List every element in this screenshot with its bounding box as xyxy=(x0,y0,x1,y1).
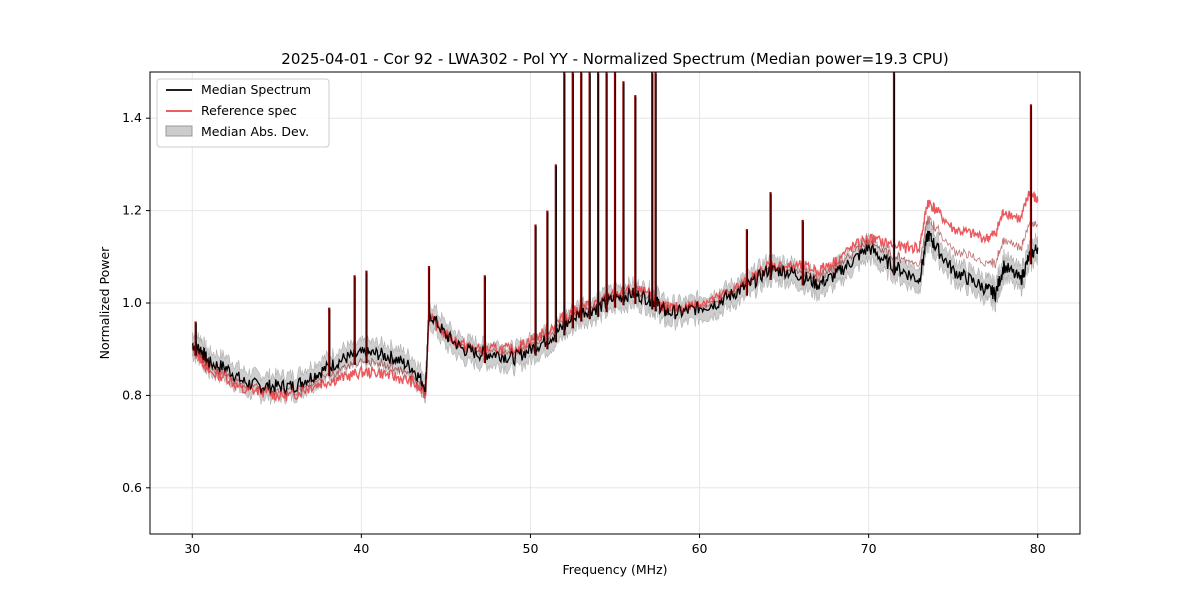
x-axis-ticks: 30 40 50 60 70 80 xyxy=(184,534,1046,556)
spike-layer xyxy=(194,72,1033,376)
mad-band-layer xyxy=(192,219,1038,405)
mad-band xyxy=(192,219,1038,405)
legend-label-median: Median Spectrum xyxy=(201,82,311,97)
y-tick-label: 0.8 xyxy=(122,387,142,402)
x-tick-label: 50 xyxy=(523,541,539,556)
overlap-trace xyxy=(191,215,1039,397)
y-axis-ticks: 0.6 0.8 1.0 1.2 1.4 xyxy=(122,110,150,495)
x-tick-label: 60 xyxy=(692,541,708,556)
legend-swatch-mad xyxy=(165,125,193,137)
legend-label-reference: Reference spec xyxy=(201,103,297,118)
x-axis-label: Frequency (MHz) xyxy=(562,562,667,577)
legend: Median Spectrum Reference spec Median Ab… xyxy=(156,78,330,148)
x-tick-label: 40 xyxy=(353,541,369,556)
series-layer xyxy=(191,190,1039,403)
legend-frame xyxy=(156,78,330,148)
legend-label-mad: Median Abs. Dev. xyxy=(201,124,309,139)
y-tick-label: 1.0 xyxy=(122,295,142,310)
chart-title: 2025-04-01 - Cor 92 - LWA302 - Pol YY - … xyxy=(281,50,948,68)
y-tick-label: 1.4 xyxy=(122,110,142,125)
y-tick-label: 1.2 xyxy=(122,203,142,218)
median-spectrum-line xyxy=(191,230,1039,395)
x-tick-label: 70 xyxy=(861,541,877,556)
y-tick-label: 0.6 xyxy=(122,480,142,495)
y-axis-label: Normalized Power xyxy=(97,246,112,360)
x-tick-label: 30 xyxy=(184,541,200,556)
x-tick-label: 80 xyxy=(1030,541,1046,556)
